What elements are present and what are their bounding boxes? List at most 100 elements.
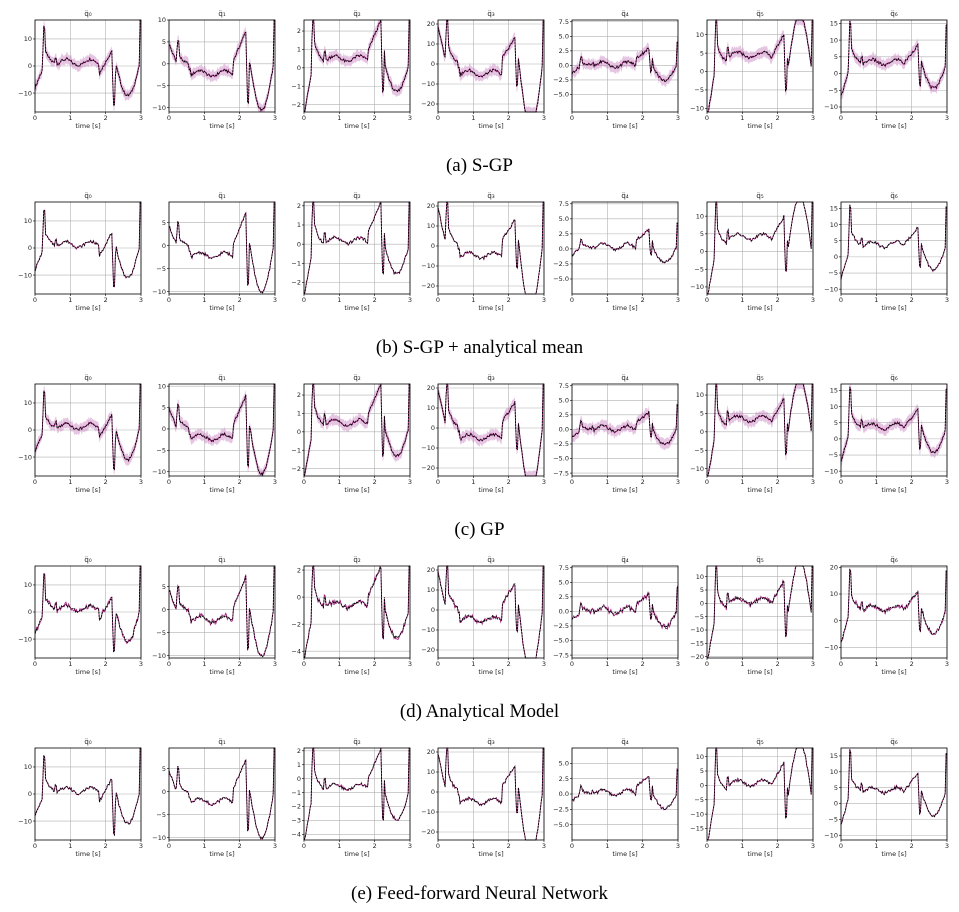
y-tick-label: −5 (694, 446, 704, 454)
y-tick-label: −5 (828, 816, 838, 824)
x-tick-label: 1 (337, 478, 341, 486)
y-tick-label: 1 (297, 410, 301, 418)
x-axis-label: time [s] (881, 668, 906, 676)
x-tick-label: 1 (605, 296, 609, 304)
y-tick-label: 10 (696, 391, 704, 399)
axes-frame (168, 19, 276, 113)
x-axis-label: time [s] (344, 850, 369, 858)
x-tick-label: 1 (68, 660, 72, 668)
prediction-line (168, 383, 275, 477)
y-tick-label: 0 (700, 600, 704, 608)
subplot-1-6: q̈₆ 0 1 2 3 time [s] −10 −5 0 5 10 15 (824, 10, 949, 130)
axes-frame (168, 201, 276, 295)
x-axis-label: time [s] (881, 304, 906, 312)
x-tick-label: 0 (33, 296, 37, 304)
measured-line (707, 747, 813, 841)
x-tick-label: 1 (202, 114, 206, 122)
x-tick-label: 1 (202, 842, 206, 850)
x-tick-label: 0 (302, 660, 306, 668)
y-tick-label: 20 (427, 20, 435, 28)
y-tick-label: −10 (421, 808, 435, 816)
x-axis-label: time [s] (881, 486, 906, 494)
y-tick-label: 5 (834, 53, 838, 61)
x-tick-label: 2 (641, 114, 645, 122)
x-tick-label: 0 (570, 114, 574, 122)
x-tick-label: 1 (68, 842, 72, 850)
subplot-1-5: q̈₅ 0 1 2 3 time [s] −10 −5 0 5 10 (690, 10, 815, 130)
measured-line (168, 383, 275, 477)
y-tick-label: 10 (24, 399, 32, 407)
x-tick-label: 1 (740, 660, 744, 668)
x-axis-label: time [s] (478, 122, 503, 130)
y-tick-label: 20 (427, 384, 435, 392)
prediction-line (840, 567, 948, 643)
prediction-line (34, 565, 141, 652)
y-tick-label: −5.0 (553, 455, 569, 463)
subplot-1-0: q̈₀ 0 1 2 3 time [s] −10 0 10 (18, 10, 143, 130)
y-tick-label: 2.5 (559, 230, 569, 238)
y-tick-label: −5.0 (553, 821, 569, 829)
axes-frame (706, 201, 814, 295)
subplot-1-3: q̈₃ 0 1 2 3 time [s] −20 −10 0 10 20 (421, 10, 546, 130)
x-tick-label: 1 (874, 842, 878, 850)
joint-title: q̈₅ (756, 374, 763, 382)
measured-line (707, 201, 813, 295)
x-tick-label: 3 (273, 296, 277, 304)
y-tick-label: −5 (156, 82, 166, 90)
x-tick-label: 2 (238, 660, 242, 668)
subplot-5-2: q̈₂ 0 1 2 3 time [s] −4 −3 −2 −1 0 1 2 (291, 738, 412, 858)
y-tick-label: 0 (162, 788, 166, 796)
x-tick-label: 2 (507, 296, 511, 304)
joint-title: q̈₄ (621, 10, 628, 18)
y-tick-label: −10 (690, 626, 704, 634)
y-tick-label: −2.5 (553, 440, 569, 448)
x-tick-label: 0 (167, 660, 171, 668)
x-tick-label: 0 (570, 660, 574, 668)
axes-frame (303, 747, 411, 841)
y-tick-label: 5 (700, 410, 704, 418)
y-tick-label: 0 (431, 242, 435, 250)
uncertainty-band (707, 20, 813, 112)
y-tick-label: 0 (431, 424, 435, 432)
x-tick-label: 2 (104, 842, 108, 850)
uncertainty-band (169, 20, 275, 112)
joint-title: q̈₀ (84, 738, 91, 746)
x-tick-label: 3 (542, 842, 546, 850)
measured-line (840, 386, 948, 462)
measured-line (571, 768, 679, 811)
x-tick-label: 2 (776, 478, 780, 486)
x-tick-label: 2 (507, 478, 511, 486)
y-tick-label: −5 (828, 451, 838, 459)
joint-title: q̈₃ (487, 738, 494, 746)
x-axis-label: time [s] (612, 304, 637, 312)
y-tick-label: 10 (24, 35, 32, 43)
x-tick-label: 1 (337, 842, 341, 850)
x-tick-label: 0 (302, 478, 306, 486)
subplot-2-6: q̈₆ 0 1 2 3 time [s] −10 −5 0 5 10 15 (824, 192, 949, 312)
y-tick-label: 5 (834, 784, 838, 792)
prediction-line (437, 565, 544, 659)
x-tick-label: 2 (776, 296, 780, 304)
uncertainty-band (438, 20, 544, 112)
y-tick-label: −10 (690, 810, 704, 818)
y-tick-label: 5 (700, 230, 704, 238)
axes-frame (840, 747, 948, 841)
y-tick-label: 0 (431, 788, 435, 796)
x-axis-label: time [s] (75, 850, 100, 858)
joint-title: q̈₂ (353, 374, 360, 382)
y-tick-label: 10 (427, 404, 435, 412)
y-tick-label: 0.0 (559, 608, 569, 616)
caption-s-gp-analytical-mean: (b) S-GP + analytical mean (375, 337, 584, 358)
x-tick-label: 1 (605, 478, 609, 486)
x-tick-label: 3 (139, 478, 143, 486)
joint-title: q̈₃ (487, 374, 494, 382)
y-tick-label: −10 (152, 288, 166, 296)
uncertainty-band (572, 400, 678, 451)
x-tick-label: 1 (471, 296, 475, 304)
y-tick-label: 10 (830, 590, 838, 598)
y-tick-label: 0 (834, 617, 838, 625)
joint-title: q̈₁ (218, 738, 225, 746)
